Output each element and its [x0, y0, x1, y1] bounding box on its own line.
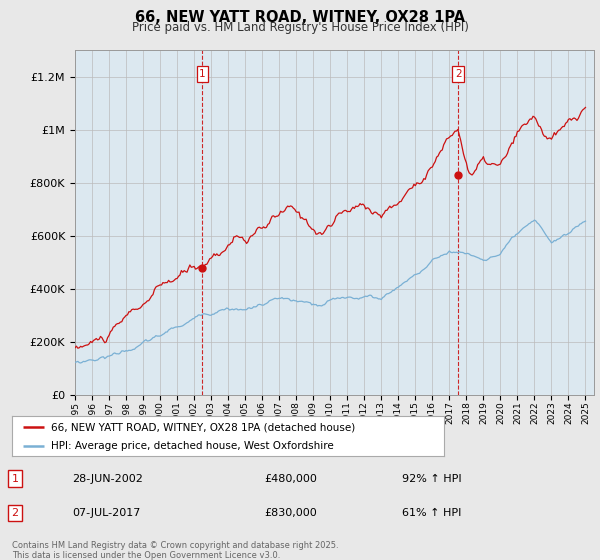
- Text: £480,000: £480,000: [264, 474, 317, 484]
- Text: 2: 2: [11, 508, 19, 518]
- Text: £830,000: £830,000: [264, 508, 317, 518]
- Text: Price paid vs. HM Land Registry's House Price Index (HPI): Price paid vs. HM Land Registry's House …: [131, 21, 469, 34]
- Text: HPI: Average price, detached house, West Oxfordshire: HPI: Average price, detached house, West…: [51, 441, 334, 450]
- Text: 28-JUN-2002: 28-JUN-2002: [72, 474, 143, 484]
- Text: 61% ↑ HPI: 61% ↑ HPI: [402, 508, 461, 518]
- Text: 1: 1: [199, 69, 206, 79]
- Text: Contains HM Land Registry data © Crown copyright and database right 2025.
This d: Contains HM Land Registry data © Crown c…: [12, 540, 338, 560]
- Text: 2: 2: [455, 69, 461, 79]
- Text: 92% ↑ HPI: 92% ↑ HPI: [402, 474, 461, 484]
- Text: 66, NEW YATT ROAD, WITNEY, OX28 1PA (detached house): 66, NEW YATT ROAD, WITNEY, OX28 1PA (det…: [51, 422, 355, 432]
- Text: 07-JUL-2017: 07-JUL-2017: [72, 508, 140, 518]
- Text: 1: 1: [11, 474, 19, 484]
- Text: 66, NEW YATT ROAD, WITNEY, OX28 1PA: 66, NEW YATT ROAD, WITNEY, OX28 1PA: [135, 10, 465, 25]
